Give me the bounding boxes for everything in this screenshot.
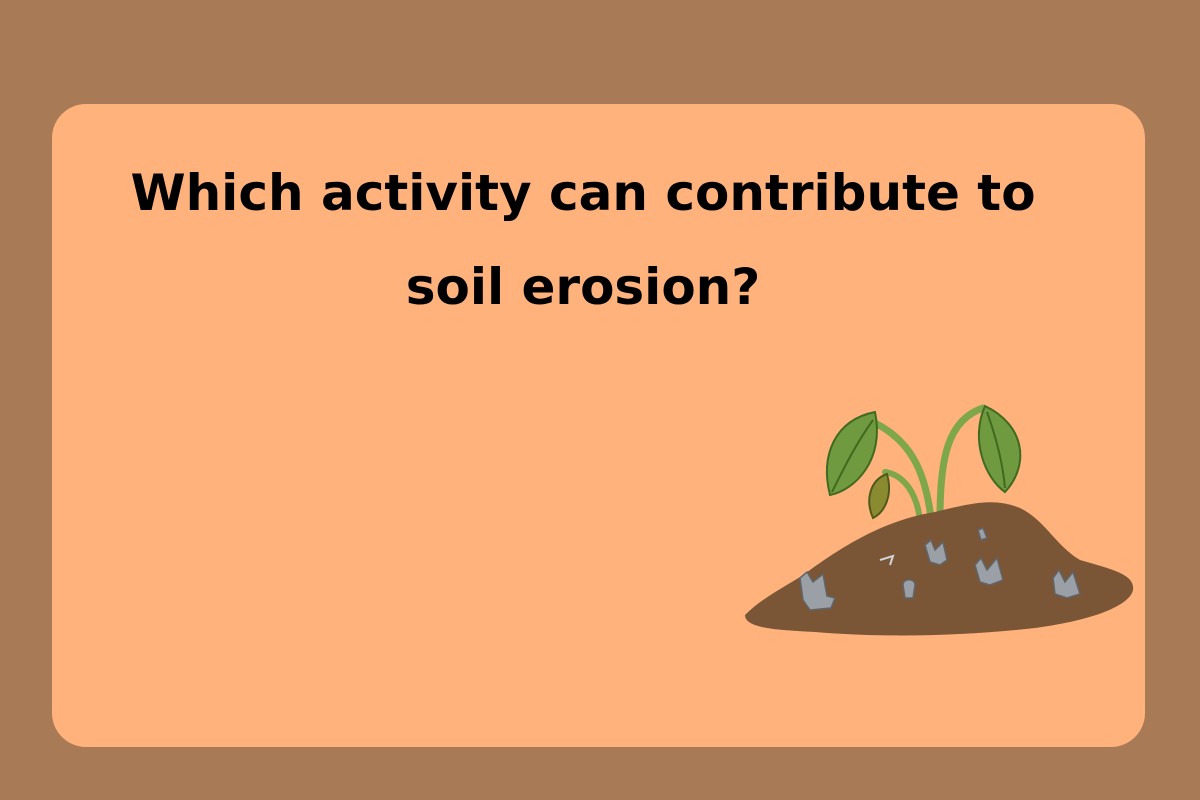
leaf xyxy=(868,472,891,520)
trash-shard xyxy=(879,554,895,566)
plant-stem xyxy=(936,404,987,522)
question-line-2: soil erosion? xyxy=(405,258,761,316)
polluted-soil-plant-icon xyxy=(745,404,1134,636)
question-title: Which activity can contribute to soil er… xyxy=(0,146,1166,334)
leaf xyxy=(977,404,1022,494)
leaf-vein xyxy=(831,419,874,493)
leaf-vein xyxy=(986,411,1006,489)
trash-bag xyxy=(799,527,1081,611)
question-line-1: Which activity can contribute to xyxy=(130,164,1036,222)
plant-stem xyxy=(869,418,935,522)
plant-stem xyxy=(882,469,923,523)
soil-mound xyxy=(745,502,1134,636)
